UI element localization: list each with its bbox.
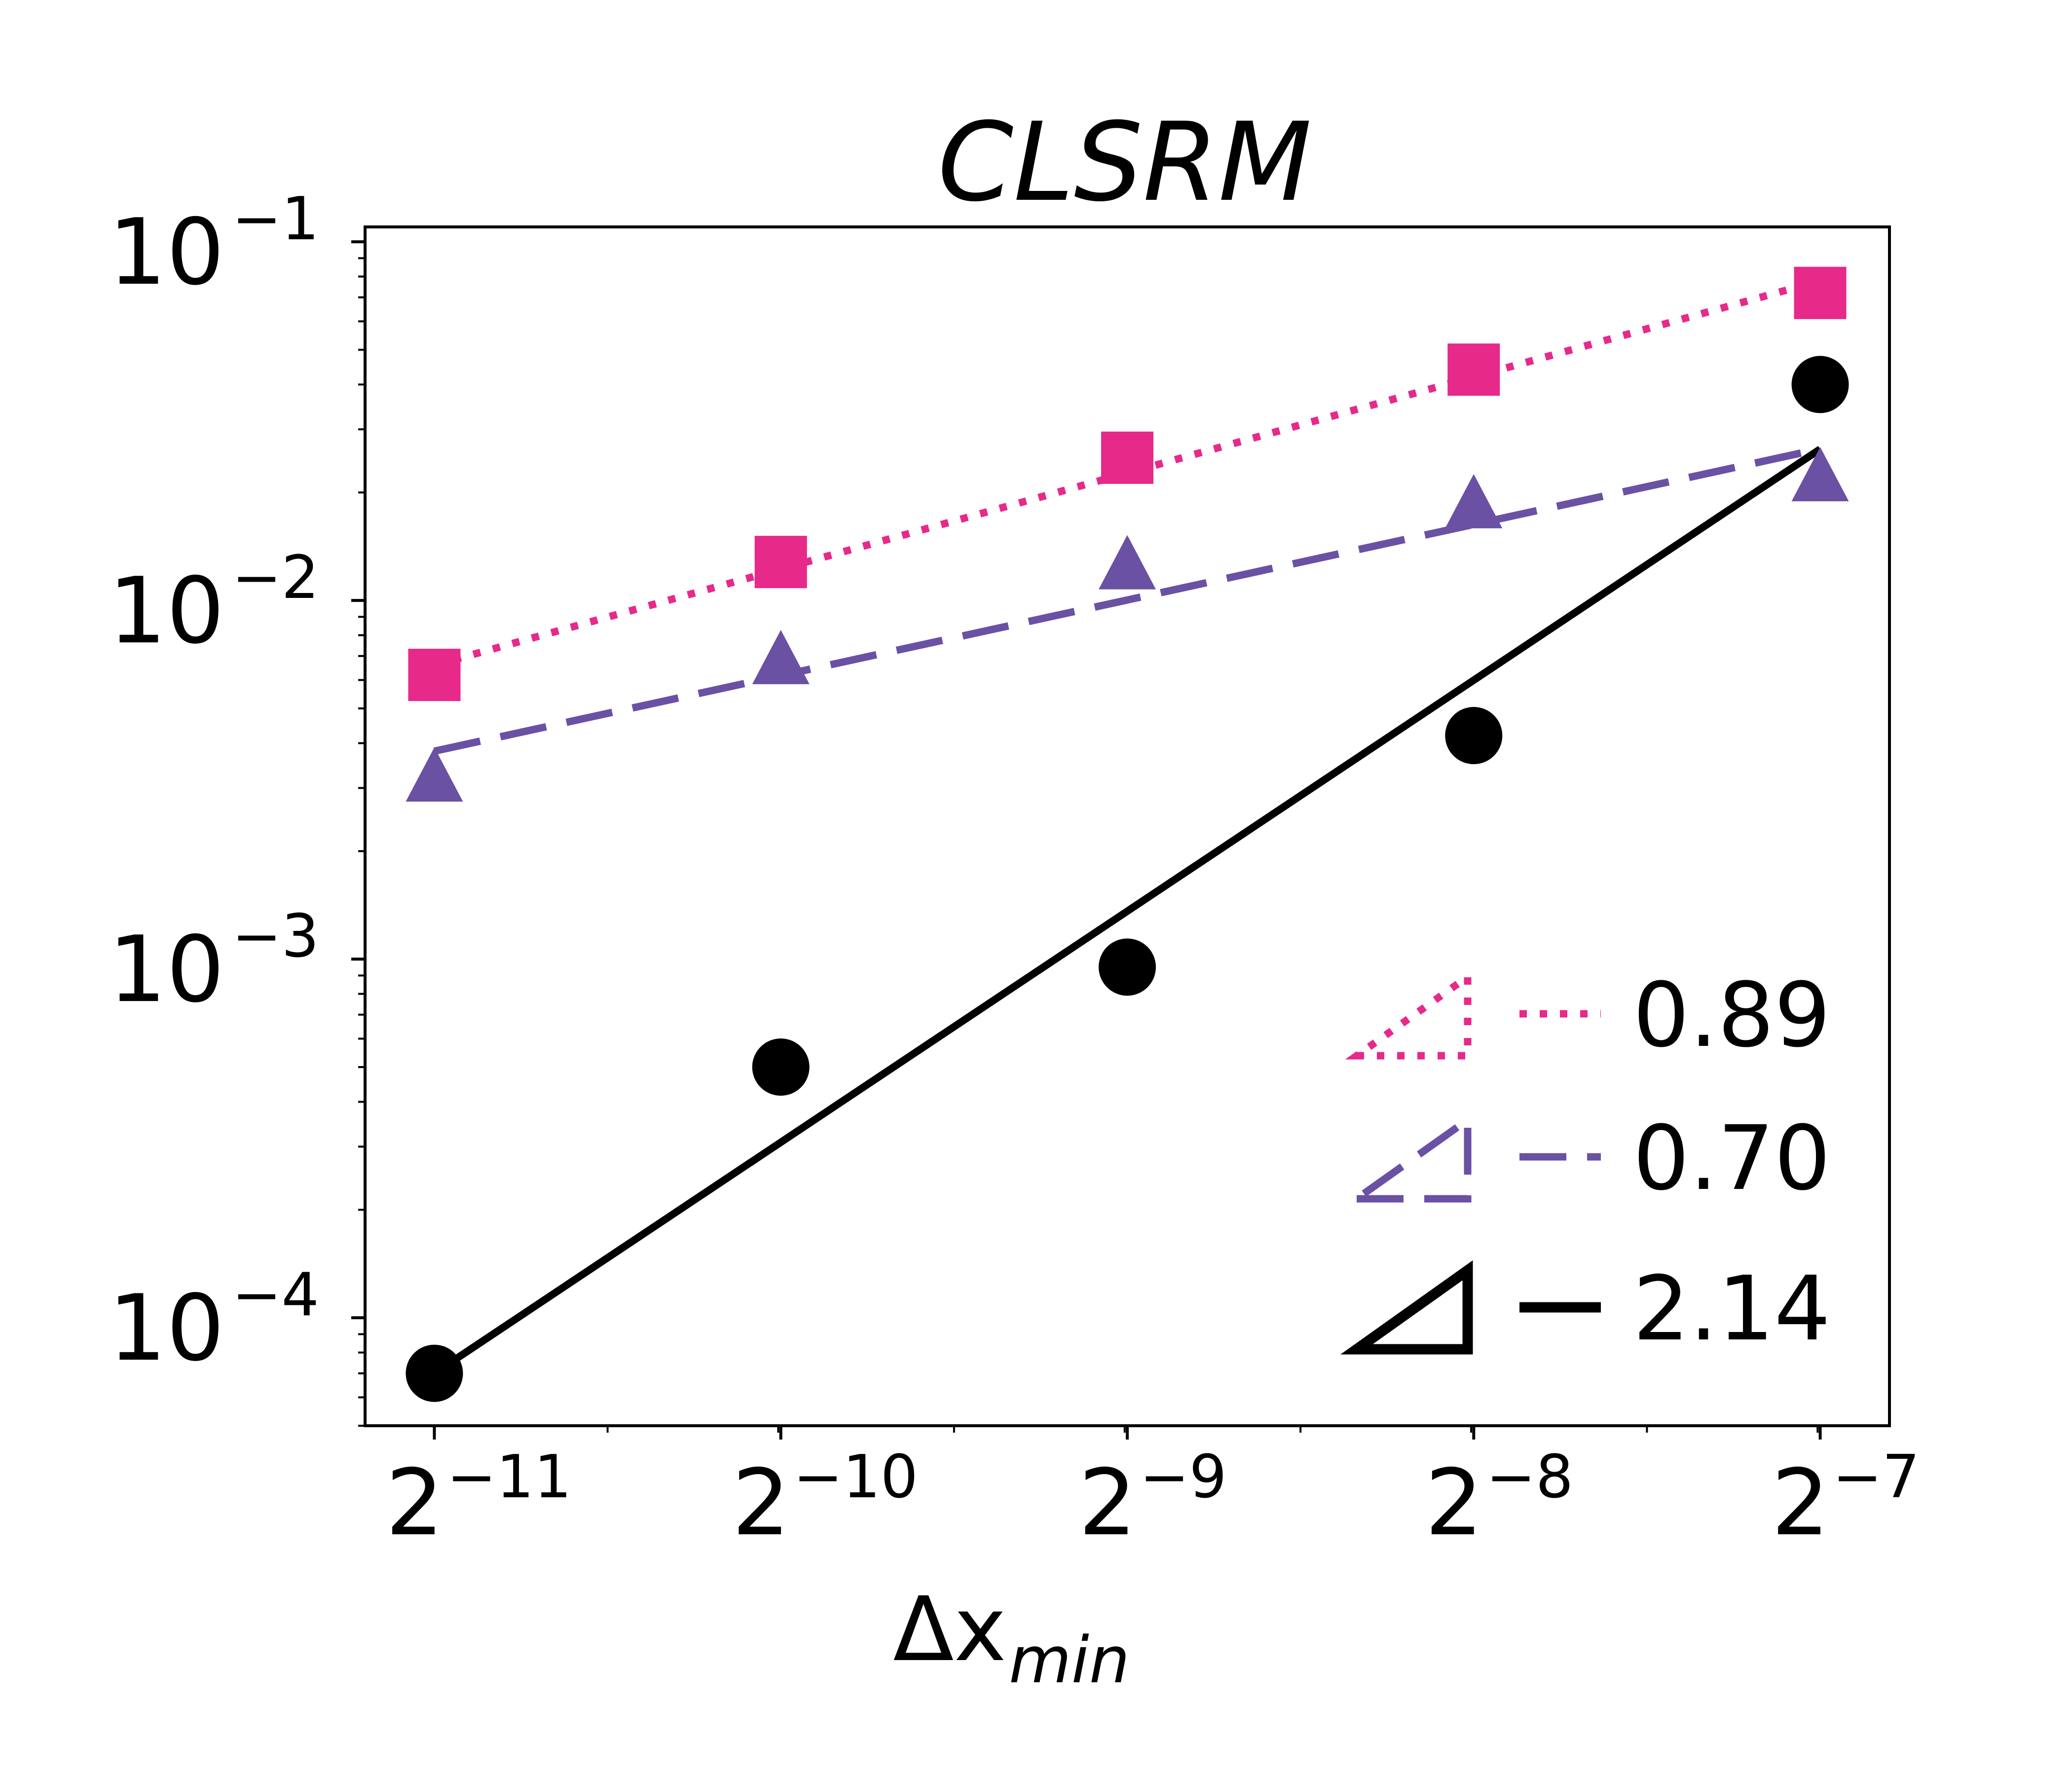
- marker-circle: [1791, 356, 1849, 413]
- plot-frame: [364, 225, 1891, 1427]
- slope-triangle-purple-triangles: [1345, 1112, 1472, 1203]
- marker-triangle: [752, 629, 810, 684]
- marker-circle: [1099, 938, 1156, 996]
- fit-line-black-circles: [432, 446, 1822, 1377]
- marker-square: [1794, 266, 1847, 319]
- x-tick-exponent: −9: [1140, 1443, 1227, 1512]
- legend: 0.89 0.70 2.14: [1340, 964, 1831, 1361]
- x-tick-exponent: −11: [446, 1443, 571, 1512]
- x-tick-exponent: −7: [1833, 1443, 1920, 1512]
- fit-line-pink-squares: [433, 277, 1821, 669]
- x-tick-exponent: −8: [1486, 1443, 1573, 1512]
- marker-triangle: [406, 747, 463, 802]
- marker-triangle: [1445, 474, 1503, 528]
- marker-square: [1447, 343, 1500, 396]
- x-axis-label: Δx: [893, 1578, 1006, 1681]
- x-tick-label: 2: [732, 1449, 790, 1556]
- marker-square: [408, 649, 461, 702]
- x-tick-label: 2: [1772, 1449, 1830, 1556]
- fit-line-purple-triangles: [433, 445, 1821, 755]
- y-tick-label: 10: [109, 557, 224, 664]
- y-tick-exponent: −2: [232, 544, 319, 612]
- x-tick-label: 2: [386, 1449, 444, 1556]
- chart-title: CLSRM: [938, 99, 1312, 225]
- x-tick-label: 2: [1078, 1449, 1137, 1556]
- y-tick-label: 10: [109, 916, 224, 1023]
- x-tick-label: 2: [1425, 1449, 1483, 1556]
- slope-triangle-black-circles: [1340, 1260, 1473, 1355]
- marker-triangle: [1791, 447, 1849, 502]
- legend-slope-label: 2.14: [1633, 1258, 1831, 1361]
- marker-square: [1101, 431, 1153, 484]
- y-tick-label: 10: [109, 1275, 224, 1381]
- marker-circle: [406, 1344, 463, 1402]
- marker-circle: [752, 1038, 810, 1096]
- marker-square: [754, 536, 807, 589]
- slope-triangle-pink-squares: [1345, 969, 1472, 1060]
- legend-slope-label: 0.70: [1633, 1107, 1831, 1210]
- y-tick-exponent: −3: [232, 902, 319, 971]
- axes: 10 −110 −210 −310 −42 −11 2 −10 2 −9 2 −8 2 −7: [109, 185, 1920, 1556]
- plot-area: [406, 266, 1849, 1402]
- legend-slope-label: 0.89: [1633, 964, 1831, 1067]
- y-tick-label: 10: [109, 199, 224, 305]
- marker-triangle: [1099, 535, 1156, 590]
- y-tick-exponent: −4: [232, 1261, 319, 1330]
- y-tick-exponent: −1: [232, 185, 319, 254]
- marker-circle: [1445, 707, 1503, 765]
- x-axis-label-subscript: min: [1009, 1623, 1130, 1698]
- x-tick-exponent: −10: [793, 1443, 918, 1512]
